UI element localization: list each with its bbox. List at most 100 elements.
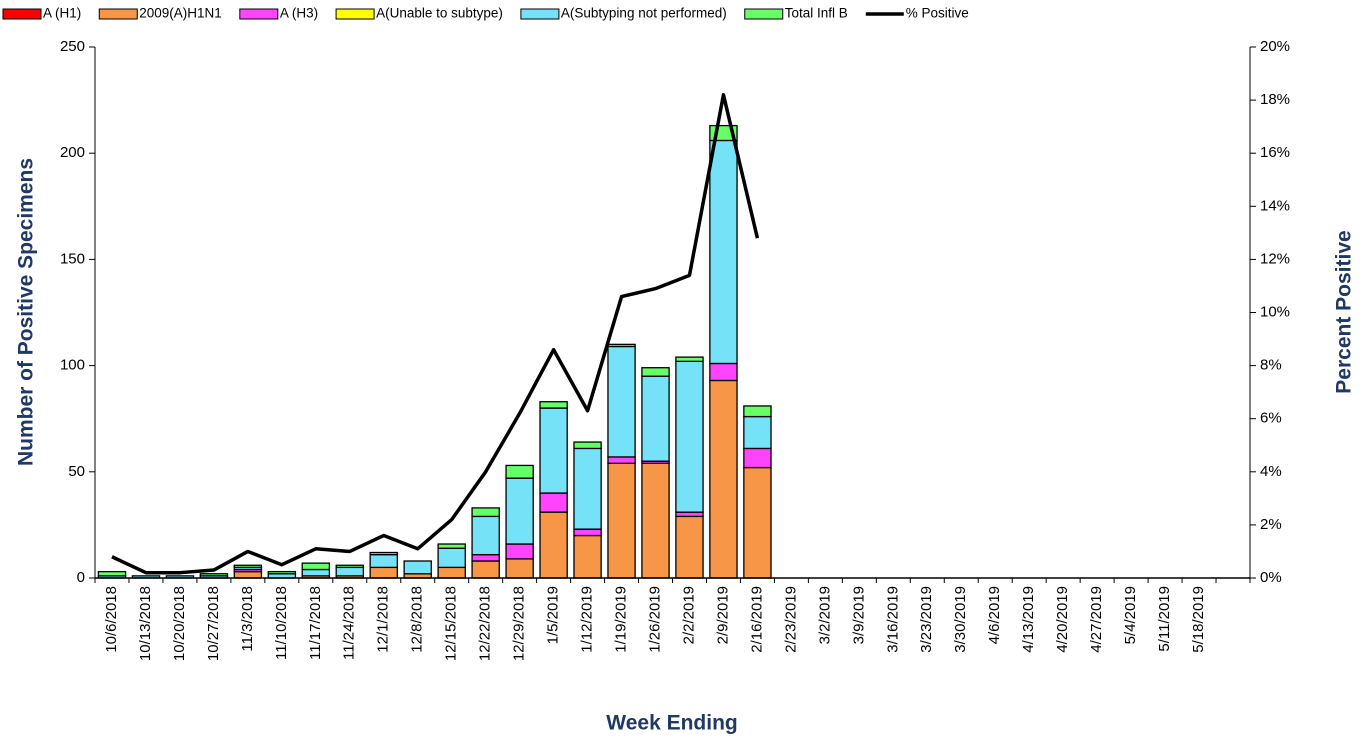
legend-swatch — [520, 8, 560, 20]
x-tick-label: 11/17/2018 — [307, 586, 324, 660]
bar-segment — [675, 356, 704, 363]
y-tick-label: 150 — [60, 250, 85, 267]
x-tick-label: 2/2/2019 — [680, 586, 697, 644]
bar-segment — [675, 515, 704, 579]
x-tick-label: 10/20/2018 — [171, 586, 188, 661]
x-tick-label: 2/16/2019 — [748, 586, 765, 653]
bar-segment — [505, 477, 534, 545]
bar-segment — [607, 456, 636, 464]
bar-segment — [709, 139, 738, 365]
y-tick-label: 100 — [60, 357, 85, 374]
x-tick-label: 2/23/2019 — [782, 586, 799, 653]
x-tick-label: 10/13/2018 — [137, 586, 154, 661]
x-tick-label: 10/27/2018 — [205, 586, 222, 661]
x-tick-label: 3/16/2019 — [884, 586, 901, 653]
legend-swatch — [2, 8, 42, 20]
bar-segment — [709, 379, 738, 579]
x-tick-label: 11/24/2018 — [341, 586, 358, 660]
bar-segment — [437, 547, 466, 569]
bar-segment — [641, 375, 670, 462]
y-tick-label: 50 — [68, 463, 85, 480]
y2-axis-title: Percent Positive — [1333, 230, 1356, 393]
bar-segment — [573, 534, 602, 579]
x-tick-label: 12/15/2018 — [443, 586, 460, 661]
x-tick-label: 12/8/2018 — [409, 586, 426, 653]
bar-segment — [675, 360, 704, 513]
y-tick-label: 200 — [60, 144, 85, 161]
y-tick-label: 250 — [60, 38, 85, 55]
bar-segment — [573, 441, 602, 450]
x-tick-label: 3/23/2019 — [918, 586, 935, 653]
x-tick-label: 10/6/2018 — [103, 586, 120, 653]
y2-tick-label: 16% — [1260, 144, 1290, 161]
x-tick-label: 5/4/2019 — [1122, 586, 1139, 644]
percent-line — [111, 93, 760, 575]
legend-label: % Positive — [906, 6, 969, 21]
bar-segment — [301, 568, 331, 577]
x-tick-label: 11/3/2018 — [239, 586, 256, 652]
legend-swatch — [239, 8, 279, 20]
bar-segment — [607, 343, 636, 348]
x-tick-label: 4/13/2019 — [1020, 586, 1037, 653]
bar-segment — [471, 553, 500, 562]
bar-segment — [233, 570, 263, 579]
y2-tick-label: 4% — [1260, 463, 1282, 480]
legend-label: A(Subtyping not performed) — [561, 6, 727, 21]
legend-label: Total Infl B — [785, 6, 848, 21]
bar-segment — [471, 507, 500, 518]
x-tick-label: 1/12/2019 — [579, 586, 596, 653]
bar-segment — [369, 551, 398, 556]
x-tick-label: 5/18/2019 — [1190, 586, 1207, 653]
bar-segment — [709, 362, 738, 382]
bar-segment — [301, 562, 331, 571]
bar-segment — [505, 558, 534, 579]
x-tick-label: 12/29/2018 — [511, 586, 528, 661]
legend-label: 2009(A)H1N1 — [139, 6, 222, 21]
bar-segment — [437, 566, 466, 579]
bar-segment — [471, 515, 500, 556]
x-tick-label: 3/30/2019 — [952, 586, 969, 653]
bar-segment — [335, 564, 365, 569]
y2-tick-label: 20% — [1260, 38, 1290, 55]
x-tick-label: 11/10/2018 — [273, 586, 290, 660]
x-tick-label: 3/9/2019 — [850, 586, 867, 644]
x-tick-label: 4/27/2019 — [1088, 586, 1105, 653]
bar-segment — [743, 405, 772, 418]
bar-segment — [743, 415, 772, 450]
bar-segment — [539, 492, 568, 513]
bar-segment — [471, 560, 500, 579]
bar-segment — [573, 447, 602, 530]
x-tick-label: 1/5/2019 — [545, 586, 562, 644]
x-tick-label: 3/2/2019 — [816, 586, 833, 644]
bar-segment — [641, 462, 670, 579]
bar-segment — [505, 543, 534, 560]
y2-tick-label: 18% — [1260, 91, 1290, 108]
x-tick-label: 12/22/2018 — [477, 586, 494, 661]
y2-tick-label: 10% — [1260, 303, 1290, 320]
bar-segment — [539, 511, 568, 579]
legend-label: A (H1) — [43, 6, 81, 21]
bar-segment — [573, 528, 602, 537]
x-tick-label: 4/20/2019 — [1054, 586, 1071, 653]
y-tick-label: 0 — [77, 569, 85, 586]
bar-segment — [403, 560, 432, 575]
x-tick-label: 5/11/2019 — [1156, 586, 1173, 652]
bar-segment — [505, 464, 534, 479]
bar-segment — [607, 345, 636, 458]
bar-segment — [199, 573, 229, 577]
y2-tick-label: 2% — [1260, 516, 1282, 533]
bar-segment — [743, 447, 772, 469]
x-tick-label: 4/6/2019 — [986, 586, 1003, 644]
legend-label: A (H3) — [280, 6, 318, 21]
x-axis-title: Week Ending — [606, 712, 737, 735]
y2-tick-label: 8% — [1260, 357, 1282, 374]
bar-segment — [641, 367, 670, 377]
bar-segment — [369, 553, 398, 569]
y2-tick-label: 0% — [1260, 569, 1282, 586]
bar-segment — [369, 566, 398, 579]
bar-segment — [607, 462, 636, 579]
bar-segment — [267, 570, 297, 575]
legend-label: A(Unable to subtype) — [376, 6, 503, 21]
